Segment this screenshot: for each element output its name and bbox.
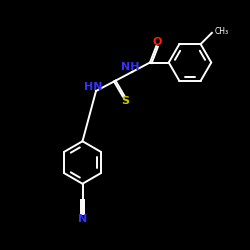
- Text: S: S: [121, 96, 129, 106]
- Text: CH₃: CH₃: [215, 27, 229, 36]
- Text: NH: NH: [122, 62, 140, 72]
- Text: HN: HN: [84, 82, 102, 92]
- Text: O: O: [153, 38, 162, 48]
- Text: N: N: [78, 214, 87, 224]
